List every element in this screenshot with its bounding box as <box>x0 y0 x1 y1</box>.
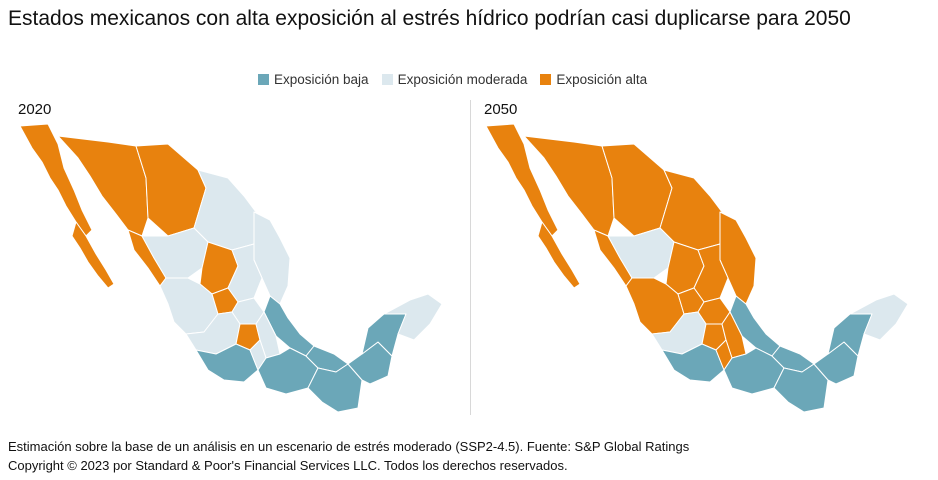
footer: Estimación sobre la base de un análisis … <box>8 437 689 475</box>
region-quintana-roo <box>383 293 443 341</box>
chart-title: Estados mexicanos con alta exposición al… <box>8 7 851 30</box>
legend-swatch-alta <box>540 74 552 85</box>
region-nuevo-leon-tamaulipas <box>719 211 757 305</box>
region-baja-california-sur <box>71 221 115 289</box>
region-quintana-roo <box>849 293 909 341</box>
region-baja-california-sur <box>537 221 581 289</box>
footer-source-note: Estimación sobre la base de un análisis … <box>8 439 690 454</box>
legend-label-baja: Exposición baja <box>274 72 369 87</box>
map-2020 <box>18 118 458 418</box>
panel-divider <box>470 100 471 415</box>
map-2050 <box>484 118 924 418</box>
legend: Exposición baja Exposición moderada Expo… <box>258 72 660 87</box>
panel-label-2020: 2020 <box>18 101 52 118</box>
legend-label-moderada: Exposición moderada <box>397 72 528 87</box>
legend-swatch-baja <box>258 74 269 85</box>
footer-copyright: Copyright © 2023 por Standard & Poor's F… <box>8 458 568 473</box>
legend-item-alta: Exposición alta <box>540 72 647 87</box>
legend-swatch-moderada <box>381 74 393 85</box>
legend-item-baja: Exposición baja <box>258 72 369 87</box>
legend-label-alta: Exposición alta <box>556 72 648 87</box>
map-2020-svg <box>19 123 443 413</box>
region-nuevo-leon-tamaulipas <box>253 211 291 305</box>
panel-label-2050: 2050 <box>484 101 518 118</box>
legend-item-moderada: Exposición moderada <box>381 72 528 87</box>
map-2050-svg <box>485 123 909 413</box>
